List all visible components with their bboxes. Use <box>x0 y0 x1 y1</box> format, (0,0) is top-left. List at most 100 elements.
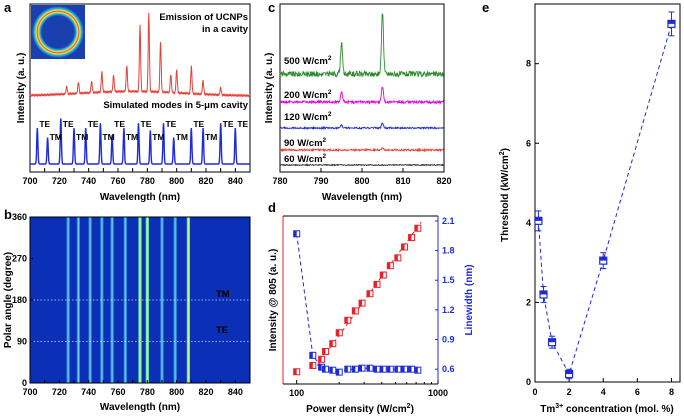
mode-label-te: TE <box>39 119 50 129</box>
linewidth-point-fill <box>366 365 370 372</box>
panel-b-xtick-label: 800 <box>169 387 184 397</box>
emission-annotation-line2: in a cavity <box>202 24 249 35</box>
mode-label-tm: TM <box>152 132 164 142</box>
panel-e-xtick-label: 4 <box>601 387 606 397</box>
power-label: 60 W/cm2 <box>284 153 327 165</box>
panel-e-ytick-label: 4 <box>526 218 531 228</box>
intensity-point-fill <box>414 225 418 232</box>
power-label: 120 W/cm2 <box>284 111 332 123</box>
mode-label-tm: TM <box>50 132 62 142</box>
heatmap-mode-core <box>146 217 148 383</box>
panel-a-xtick-label: 760 <box>110 176 125 186</box>
panel-b-ylabel: Polar angle (degree) <box>3 252 14 348</box>
panel-b-xtick-label: 840 <box>228 387 243 397</box>
panel-c-xtick-label: 790 <box>313 176 328 186</box>
mode-label-tm: TM <box>126 132 138 142</box>
panel-a-xlabel: Wavelength (nm) <box>100 192 180 203</box>
panel-c-ylabel: Intensity (a. u.) <box>264 53 275 124</box>
intensity-point-fill <box>380 272 384 279</box>
panel-d-y2tick-label: 1.5 <box>442 275 455 285</box>
mode-label-te: TE <box>88 119 99 129</box>
panel-c-xtick-label: 800 <box>354 176 369 186</box>
ring-emission-pattern <box>32 6 84 58</box>
intensity-point-fill <box>293 368 297 375</box>
panel-e-ytick-label: 2 <box>526 297 531 307</box>
panel-letter-b: b <box>4 207 12 222</box>
panel-b-ytick-label: 270 <box>12 254 27 264</box>
panel-a-xtick-label: 840 <box>228 176 243 186</box>
intensity-point-fill <box>387 262 391 269</box>
heatmap-mode-core <box>111 217 113 383</box>
panel-letter-e: e <box>482 0 489 15</box>
panel-b-xtick-label: 760 <box>110 387 125 397</box>
panel-c-xlabel: Wavelength (nm) <box>322 192 402 203</box>
intensity-point-fill <box>408 234 412 241</box>
linewidth-point-fill <box>352 366 356 373</box>
panel-a-xtick-label: 820 <box>198 176 213 186</box>
heatmap-mode-core <box>101 217 103 383</box>
panel-b-ytick-label: 0 <box>22 378 27 388</box>
panel-b-xtick-label: 740 <box>81 387 96 397</box>
linewidth-point-fill <box>336 369 340 376</box>
spectrum-trace <box>279 86 445 105</box>
mode-label-tm: TM <box>176 132 188 142</box>
mode-label-te: TE <box>114 119 125 129</box>
panel-b-ytick-label: 90 <box>17 337 27 347</box>
simulated-annotation: Simulated modes in 5-μm cavity <box>103 100 248 111</box>
linewidth-point-fill <box>408 366 412 373</box>
panel-d-xtick-label: 100 <box>289 388 304 398</box>
linewidth-point-fill <box>394 366 398 373</box>
linewidth-point-fill <box>359 365 363 372</box>
emission-annotation-line1: Emission of UCNPs <box>159 12 248 23</box>
panel-b-xtick-label: 700 <box>22 387 37 397</box>
mode-label-te: TE <box>165 119 176 129</box>
intensity-point-fill <box>322 348 326 355</box>
panel-c: 780 790 800 810 820 500 W/cm2 200 W/cm2 120 W/… <box>264 3 452 203</box>
linewidth-point-fill <box>387 366 391 373</box>
intensity-point-fill <box>394 254 398 261</box>
intensity-point-fill <box>329 340 333 347</box>
panel-letter-a: a <box>4 0 12 15</box>
panel-c-xtick-label: 820 <box>436 176 451 186</box>
spectrum-trace <box>279 13 445 79</box>
linewidth-point-fill <box>401 366 405 373</box>
heatmap-mode-core <box>174 217 176 383</box>
panel-a-xtick-label: 800 <box>169 176 184 186</box>
threshold-point-fill <box>540 290 548 295</box>
mode-label-te: TE <box>141 119 152 129</box>
intensity-point-fill <box>336 329 340 336</box>
panel-e-xlabel: Tm3+ concentration (mol. %) <box>540 403 674 415</box>
panel-c-xtick-label: 810 <box>395 176 410 186</box>
mode-label-te: TE <box>237 119 248 129</box>
linewidth-point-fill <box>344 366 348 373</box>
panel-e-ytick-label: 6 <box>526 138 531 148</box>
panel-d-xlabel: Power density (W/cm2) <box>306 403 414 415</box>
panel-e-xtick-label: 6 <box>635 387 640 397</box>
panel-a-frame <box>29 3 251 173</box>
threshold-point-fill <box>534 217 542 221</box>
panel-a-xtick-label: 720 <box>52 176 67 186</box>
spectrum-trace <box>279 122 444 131</box>
threshold-point-fill <box>599 257 607 261</box>
panel-d-y2tick-label: 2.1 <box>442 216 455 226</box>
intensity-point-fill <box>344 317 348 324</box>
panel-letter-c: c <box>268 0 275 15</box>
power-label: 90 W/cm2 <box>284 137 327 149</box>
panel-b-ytick-label: 180 <box>12 295 27 305</box>
heatmap-mode-core <box>67 217 69 383</box>
panel-e-xtick-label: 2 <box>567 387 572 397</box>
intensity-point-fill <box>401 243 405 250</box>
threshold-guide-line <box>537 23 672 376</box>
mode-label-te: TE <box>193 119 204 129</box>
tm-label: TM <box>216 289 230 300</box>
linewidth-point-fill <box>318 364 322 371</box>
mode-label-tm: TM <box>102 132 114 142</box>
heatmap-mode-core <box>161 217 163 383</box>
panel-e-ytick-label: 8 <box>526 59 531 69</box>
te-label: TE <box>216 325 228 336</box>
simulated-modes-line <box>30 118 250 165</box>
intensity-point-fill <box>366 290 370 297</box>
panel-e-ylabel: Threshold (kW/cm2) <box>499 148 511 242</box>
power-label: 200 W/cm2 <box>284 89 332 101</box>
